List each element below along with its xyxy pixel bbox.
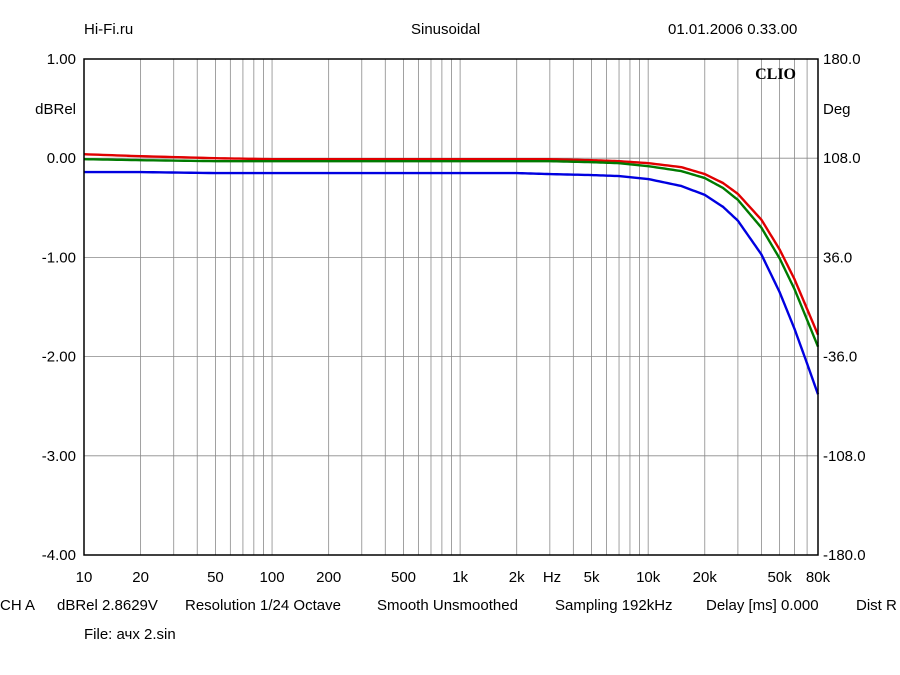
footer-resolution: Resolution 1/24 Octave <box>185 597 341 614</box>
y2-tick-label: -36.0 <box>823 349 857 366</box>
header-title: Sinusoidal <box>411 21 481 38</box>
plot-frame <box>83 58 819 556</box>
footer-channel: CH A <box>0 597 36 614</box>
x-tick-label: 50 <box>207 569 224 586</box>
series-group <box>83 153 820 395</box>
y-tick-label: 1.00 <box>47 51 76 68</box>
header-timestamp: 01.01.2006 0.33.00 <box>668 21 798 38</box>
y-axis-label: dBRel <box>35 101 76 118</box>
footer-smooth: Smooth Unsmoothed <box>377 597 518 614</box>
y2-tick-label: -180.0 <box>823 547 866 564</box>
series-line-3 <box>84 170 820 395</box>
y2-tick-label: -108.0 <box>823 448 866 465</box>
series-line-2 <box>83 157 820 348</box>
x-tick-label: 5k <box>584 569 600 586</box>
grid <box>83 58 819 556</box>
y-tick-label: -4.00 <box>42 547 76 564</box>
footer-sampling: Sampling 192kHz <box>555 597 673 614</box>
footer-delay: Delay [ms] 0.000 <box>706 597 819 614</box>
x-tick-label: 10 <box>76 569 93 586</box>
x-tick-label: 50k <box>768 569 793 586</box>
x-tick-label: 500 <box>391 569 416 586</box>
footer-file: File: ачх 2.sin <box>84 626 176 643</box>
tick-labels: 1.00 0.00 -1.00 -2.00 -3.00 -4.00 180.0 108.0 36… <box>42 51 866 586</box>
y2-axis-label: Deg <box>823 101 851 118</box>
x-tick-label: 2k <box>509 569 525 586</box>
x-tick-label: 1k <box>452 569 468 586</box>
x-tick-label: 200 <box>316 569 341 586</box>
x-tick-label: 80k <box>806 569 831 586</box>
y2-tick-label: 180.0 <box>823 51 861 68</box>
x-tick-label: 100 <box>260 569 285 586</box>
footer-units: dBRel 2.8629V <box>57 597 158 614</box>
series-line-1 <box>83 153 820 336</box>
x-tick-label: 20k <box>693 569 718 586</box>
x-tick-label: 10k <box>636 569 661 586</box>
frequency-response-chart: 1.00 0.00 -1.00 -2.00 -3.00 -4.00 180.0 108.0 36… <box>35 51 866 586</box>
y-tick-label: -3.00 <box>42 448 76 465</box>
header-left-label: Hi-Fi.ru <box>84 21 134 38</box>
y-tick-label: 0.00 <box>47 150 76 167</box>
x-tick-label: 20 <box>132 569 149 586</box>
x-axis-label: Hz <box>543 569 561 586</box>
y2-tick-label: 36.0 <box>823 249 852 266</box>
footer-dist: Dist R <box>856 597 897 614</box>
y-tick-label: -1.00 <box>42 249 76 266</box>
clio-logo: CLIO <box>755 66 796 83</box>
y-tick-label: -2.00 <box>42 349 76 366</box>
y2-tick-label: 108.0 <box>823 150 861 167</box>
